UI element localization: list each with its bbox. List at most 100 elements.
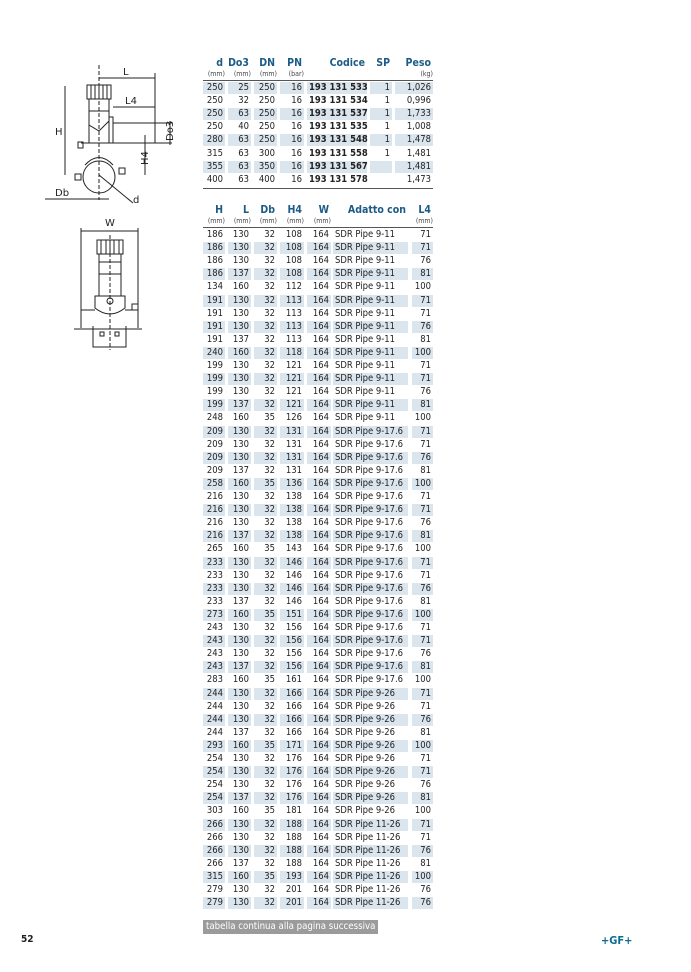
table-cell: 250 xyxy=(206,95,223,107)
table-cell: 201 xyxy=(285,884,302,895)
table-cell: 108 xyxy=(285,229,302,240)
table-cell: 164 xyxy=(307,399,331,412)
table-cell: SDR Pipe 9-11 xyxy=(333,320,408,333)
table-cell: 130 xyxy=(228,687,251,700)
table-cell: 130 xyxy=(232,255,249,267)
column-unit: (mm) xyxy=(313,217,331,225)
table-cell: 76 xyxy=(412,320,433,333)
table-cell: 164 xyxy=(307,687,331,700)
table-rule xyxy=(203,227,433,228)
table-cell: 40 xyxy=(238,121,249,133)
table-cell: 32 xyxy=(254,242,277,255)
table-cell: 130 xyxy=(232,700,249,712)
table-cell: 186 xyxy=(206,229,223,240)
table-cell: 130 xyxy=(228,451,251,464)
table-cell: 130 xyxy=(232,622,249,633)
table-cell: 130 xyxy=(228,818,251,831)
table-cell: 16 xyxy=(291,121,302,133)
table-cell: 188 xyxy=(280,818,304,831)
table-cell: 160 xyxy=(228,739,251,752)
table-cell: 16 xyxy=(280,82,304,94)
table-cell: SDR Pipe 9-26 xyxy=(333,713,408,726)
table-cell: 164 xyxy=(312,412,329,424)
table-cell: SDR Pipe 9-17.6 xyxy=(335,674,404,686)
table-cell: SDR Pipe 9-11 xyxy=(335,386,395,398)
table-cell: 137 xyxy=(228,268,251,281)
table-cell: SDR Pipe 9-17.6 xyxy=(335,464,404,476)
table-cell: 160 xyxy=(232,412,249,424)
table-cell: 164 xyxy=(312,674,329,686)
table-cell: 32 xyxy=(264,569,275,581)
table-cell: 71 xyxy=(420,622,431,633)
table-cell: 193 xyxy=(280,870,304,883)
table-cell: 244 xyxy=(203,713,225,726)
table-cell: 164 xyxy=(307,346,331,359)
table-cell: 164 xyxy=(312,386,329,398)
table-cell: 108 xyxy=(280,242,304,255)
table-cell: 164 xyxy=(307,556,331,569)
table-cell: 146 xyxy=(285,595,302,607)
table-cell: 164 xyxy=(312,307,329,319)
table-cell: 156 xyxy=(285,648,302,660)
table-cell: 164 xyxy=(312,438,329,450)
label-Db: Db xyxy=(55,188,69,199)
table-cell: 181 xyxy=(285,805,302,817)
table-cell: 166 xyxy=(280,687,304,700)
table-cell: 244 xyxy=(203,687,225,700)
table-cell: SDR Pipe 9-17.6 xyxy=(335,517,404,529)
table-cell: 32 xyxy=(254,346,277,359)
table-cell: 216 xyxy=(203,530,225,543)
column-header: Db xyxy=(260,204,275,216)
table-cell: 176 xyxy=(280,766,304,779)
column-unit: (bar) xyxy=(288,70,304,78)
table-cell: 193 131 567 xyxy=(307,160,368,173)
table-cell: 244 xyxy=(206,700,223,712)
table-cell: SDR Pipe 9-26 xyxy=(333,792,408,805)
table-cell: 121 xyxy=(280,399,304,412)
table-cell: 130 xyxy=(228,294,251,307)
table-cell: 113 xyxy=(285,307,302,319)
table-cell: 164 xyxy=(312,517,329,529)
table-cell: 176 xyxy=(280,792,304,805)
table-cell: 71 xyxy=(420,700,431,712)
column-unit: (mm) xyxy=(207,217,225,225)
table-cell: 156 xyxy=(285,622,302,633)
table-cell: 164 xyxy=(312,595,329,607)
column-header: DN xyxy=(259,57,275,69)
label-d: d xyxy=(133,195,139,206)
table-cell: 130 xyxy=(232,517,249,529)
table-cell: 193 131 578 xyxy=(309,173,368,185)
table-cell: 250 xyxy=(203,82,225,94)
table-cell: 164 xyxy=(312,360,329,371)
table-cell: 100 xyxy=(412,739,433,752)
table-cell: SDR Pipe 9-26 xyxy=(335,753,395,764)
table-cell: 171 xyxy=(280,739,304,752)
table-cell: 160 xyxy=(228,608,251,621)
table-cell: 254 xyxy=(206,753,223,764)
table-cell: 76 xyxy=(412,582,433,595)
table-cell: SDR Pipe 9-17.6 xyxy=(333,556,408,569)
table-cell: 160 xyxy=(228,477,251,490)
table-cell: 32 xyxy=(264,386,275,398)
table-cell: 164 xyxy=(307,870,331,883)
table-cell: 164 xyxy=(312,622,329,633)
table-cell: 250 xyxy=(258,95,275,107)
table-cell: 130 xyxy=(232,569,249,581)
page-number: 52 xyxy=(21,934,34,945)
table-cell: 32 xyxy=(264,595,275,607)
column-unit: (mm) xyxy=(286,217,304,225)
table-cell: 137 xyxy=(228,530,251,543)
table-cell: 121 xyxy=(280,373,304,386)
table-cell: SDR Pipe 9-11 xyxy=(333,294,408,307)
table-cell: 81 xyxy=(412,661,433,674)
table-cell: 1,026 xyxy=(395,82,433,94)
table-cell: 76 xyxy=(420,255,431,267)
table-cell: 254 xyxy=(203,792,225,805)
table-cell: 130 xyxy=(228,582,251,595)
table-cell: 209 xyxy=(206,438,223,450)
table-cell: 71 xyxy=(420,491,431,502)
table-cell: 71 xyxy=(412,504,433,517)
table-cell: 216 xyxy=(203,504,225,517)
table-cell: 164 xyxy=(312,648,329,660)
table-cell: 166 xyxy=(280,713,304,726)
